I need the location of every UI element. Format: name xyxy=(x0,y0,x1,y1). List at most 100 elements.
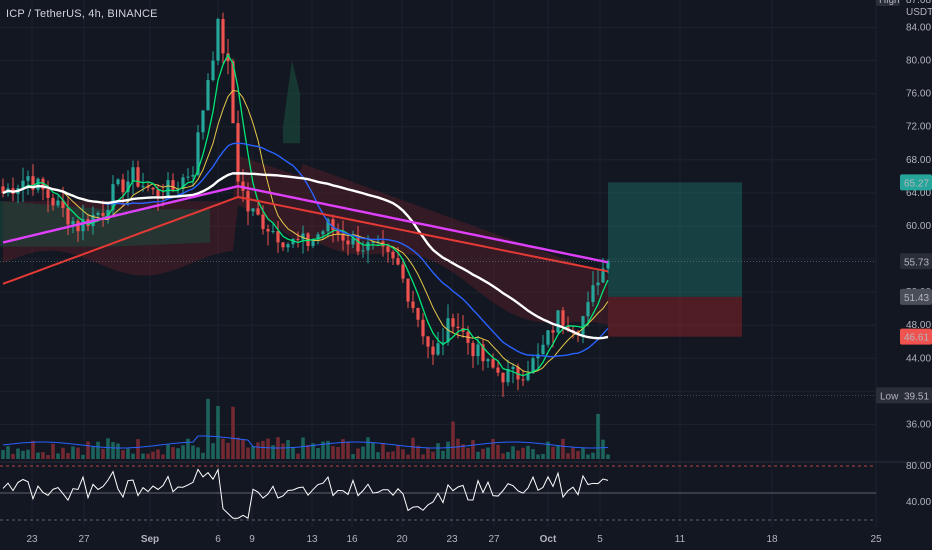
volume-bar xyxy=(516,450,520,459)
take-profit-price-text: 65.27 xyxy=(904,178,929,189)
candle-body xyxy=(351,237,355,245)
volume-bar xyxy=(496,444,500,459)
volume-bar xyxy=(16,448,20,459)
volume-bar xyxy=(596,413,600,459)
volume-bar xyxy=(321,441,325,459)
candle-body xyxy=(96,212,100,215)
candle-body xyxy=(556,310,560,333)
price-tick-label: 60.00 xyxy=(906,221,931,232)
candle-body xyxy=(196,132,200,175)
candle-body xyxy=(601,268,605,283)
volume-bar xyxy=(226,442,230,459)
volume-bar xyxy=(91,446,95,459)
volume-bar xyxy=(231,406,235,459)
candle-body xyxy=(326,219,330,232)
candle-body xyxy=(366,242,370,251)
volume-bar xyxy=(336,447,340,459)
candle-body xyxy=(551,330,555,333)
low-label-bg xyxy=(876,387,932,404)
cloud-area-green xyxy=(283,60,300,144)
candle-body xyxy=(291,238,295,245)
volume-bar xyxy=(296,453,300,459)
candle-body xyxy=(416,308,420,320)
candle-body xyxy=(426,336,430,347)
volume-bar xyxy=(156,449,160,459)
stop-loss-zone[interactable] xyxy=(608,296,742,337)
candle-body xyxy=(271,231,275,233)
volume-bar xyxy=(126,448,130,459)
volume-bar xyxy=(21,450,25,459)
take-profit-price-label xyxy=(900,174,932,191)
long-position-tool[interactable] xyxy=(608,182,742,337)
candle-body xyxy=(151,187,155,190)
volume-bar xyxy=(426,447,430,459)
candle-body xyxy=(361,250,365,252)
high-label: High xyxy=(879,0,900,6)
time-tick-label: 5 xyxy=(597,534,603,545)
volume-bar xyxy=(486,447,490,459)
volume-bar xyxy=(36,452,40,459)
volume-bar xyxy=(151,451,155,459)
currency-label[interactable]: USDT xyxy=(906,7,932,18)
price-tick-label: 80.00 xyxy=(906,56,931,67)
volume-bar xyxy=(491,438,495,459)
volume-bar xyxy=(96,441,100,459)
volume-bar xyxy=(301,437,305,459)
candle-body xyxy=(66,207,70,225)
candle-body xyxy=(481,344,485,362)
candle-body xyxy=(516,366,520,380)
volume-bar xyxy=(416,445,420,459)
candle-body xyxy=(146,186,150,188)
volume-bar xyxy=(51,443,55,459)
volume-bar xyxy=(46,454,50,459)
candle-body xyxy=(296,238,300,240)
volume-bar xyxy=(31,440,35,459)
candle-body xyxy=(596,282,600,286)
price-axis-labels: 65.27 55.73 51.43 46.61 Low 39.51 xyxy=(876,174,932,404)
volume-bar xyxy=(381,442,385,459)
candle-body xyxy=(156,189,160,197)
candle-body xyxy=(541,344,545,355)
volume-bar xyxy=(216,406,220,459)
volume-bar xyxy=(266,438,270,459)
volume-bar xyxy=(341,439,345,459)
time-tick-label: Oct xyxy=(540,534,557,545)
candle-body xyxy=(391,251,395,259)
volume-bar xyxy=(456,438,460,459)
candle-body xyxy=(521,379,525,381)
volume-bar xyxy=(576,450,580,459)
volume-bar xyxy=(6,446,10,459)
candle-body xyxy=(186,176,190,178)
candle-body xyxy=(371,241,375,243)
volume-bar xyxy=(316,447,320,459)
candle-body xyxy=(546,330,550,345)
volume-bar xyxy=(146,453,150,459)
rsi-line xyxy=(2,468,609,519)
candle-body xyxy=(486,359,490,362)
take-profit-zone[interactable] xyxy=(608,182,742,297)
volume-bar xyxy=(176,448,180,459)
candle-body xyxy=(441,342,445,344)
low-value: 39.51 xyxy=(904,391,929,402)
volume-ma-line xyxy=(2,435,609,449)
volume-bar xyxy=(466,447,470,459)
candle-body xyxy=(506,368,510,383)
time-tick-label: 25 xyxy=(870,534,882,545)
volume-bar xyxy=(56,453,60,459)
volume-bar xyxy=(181,445,185,459)
candle-body xyxy=(581,316,585,335)
candle-body xyxy=(81,219,85,232)
time-tick-label: 23 xyxy=(26,534,38,545)
symbol-title[interactable]: ICP / TetherUS, 4h, BINANCE xyxy=(6,8,158,20)
time-axis[interactable]: 23 27 Sep 6 9 13 16 20 23 27 Oct 5 11 18 25 xyxy=(26,534,882,545)
candle-body xyxy=(256,208,260,215)
volume-bar xyxy=(606,454,610,459)
price-tick-label: 84.00 xyxy=(906,22,931,33)
moving-averages xyxy=(2,53,609,377)
candle-body xyxy=(311,239,315,246)
candle-body xyxy=(281,242,285,248)
cloud-area-green xyxy=(0,201,210,247)
candle-body xyxy=(531,358,535,374)
candle-body xyxy=(501,372,505,383)
